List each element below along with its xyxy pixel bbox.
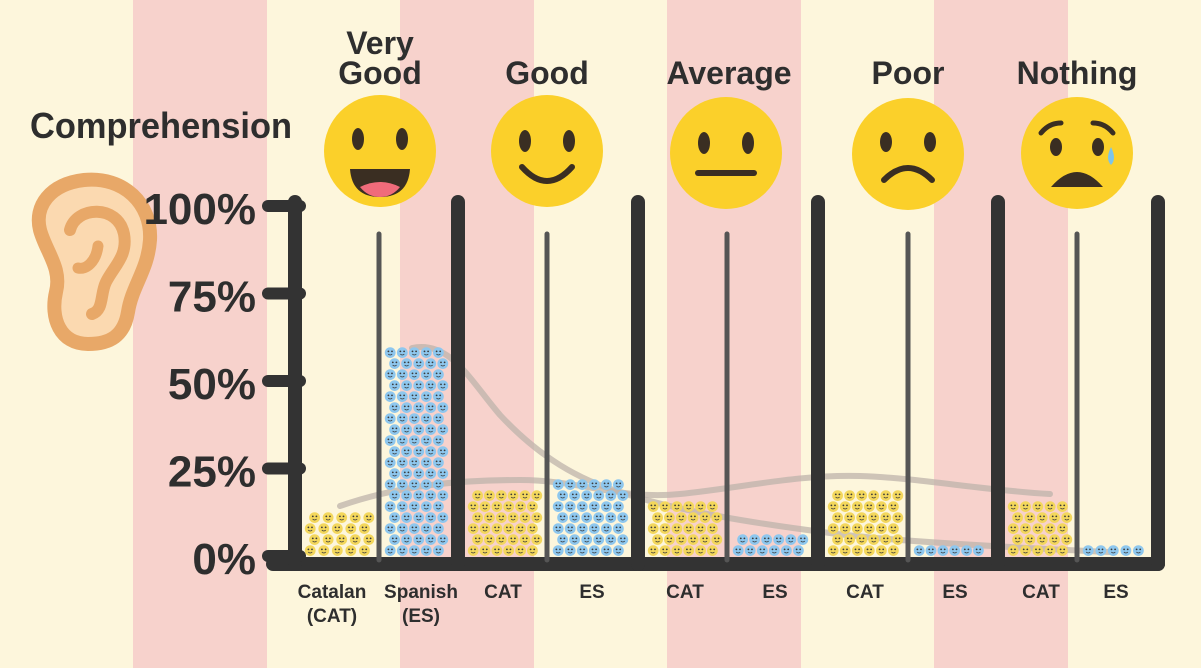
y-axis-ticks: 0% 25% 50% 75% 100% [143, 185, 306, 584]
axes [266, 195, 1165, 571]
neutral-face-icon [670, 97, 782, 209]
bar-label-4: ES [579, 582, 604, 603]
bar-label-6: ES [762, 582, 787, 603]
ear-icon [31, 172, 158, 351]
group-header-5: Nothing [1017, 55, 1138, 91]
grinning-face-icon [324, 95, 436, 207]
y-tick-label-0: 0% [192, 535, 256, 584]
bar-cat-3 [647, 501, 723, 556]
bar-label-9: CAT [1022, 582, 1060, 603]
title-block: Comprehension [30, 105, 292, 351]
bar-label-5: CAT [666, 582, 704, 603]
bar-es-5 [1082, 545, 1144, 556]
bar-es-4 [913, 545, 984, 556]
smiling-face-icon [491, 95, 603, 207]
bar-label-2: Spanish (ES) [384, 582, 458, 627]
bar-es-3 [732, 534, 809, 556]
group-header-4: Poor [872, 55, 945, 91]
bar-es-2 [552, 479, 629, 556]
group-headers: Very Good Good Average Poor Nothing [338, 25, 1137, 91]
stripe-1 [133, 0, 267, 668]
anxious-face-icon [1021, 97, 1133, 209]
frowning-face-icon [852, 98, 964, 210]
bar-es-1 [384, 347, 449, 556]
bar-cat-2 [467, 490, 543, 556]
bar-label-8: ES [942, 582, 967, 603]
bars [304, 347, 1144, 556]
y-tick-label-4: 100% [143, 185, 256, 234]
group-header-2: Good [505, 55, 589, 91]
bar-label-3: CAT [484, 582, 522, 603]
group-header-3: Average [666, 55, 791, 91]
group-header-1: Very Good [338, 25, 422, 91]
y-tick-label-3: 75% [168, 273, 256, 322]
group-emojis [324, 95, 1133, 210]
bar-cat-5 [1007, 501, 1073, 556]
bar-label-7: CAT [846, 582, 884, 603]
y-tick-label-2: 50% [168, 360, 256, 409]
bar-cat-1 [304, 512, 375, 556]
spanish-trend-line [409, 343, 1113, 555]
y-tick-label-1: 25% [168, 448, 256, 497]
bar-label-10: ES [1103, 582, 1128, 603]
chart-title: Comprehension [30, 105, 292, 146]
x-axis-labels: Catalan (CAT) Spanish (ES) CAT ES CAT ES CAT ES CA… [298, 582, 1129, 627]
bar-label-1: Catalan (CAT) [298, 582, 367, 627]
bar-cat-4 [827, 490, 904, 556]
